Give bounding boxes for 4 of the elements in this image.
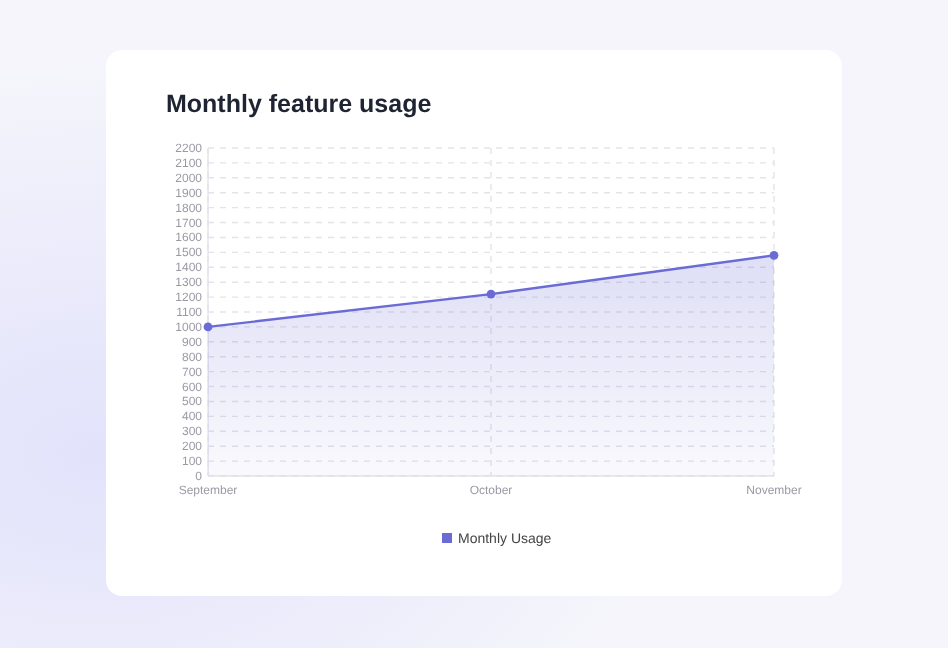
point bbox=[769, 250, 779, 260]
point bbox=[486, 289, 496, 299]
point bbox=[203, 322, 213, 332]
chart-title: Monthly feature usage bbox=[166, 90, 432, 118]
